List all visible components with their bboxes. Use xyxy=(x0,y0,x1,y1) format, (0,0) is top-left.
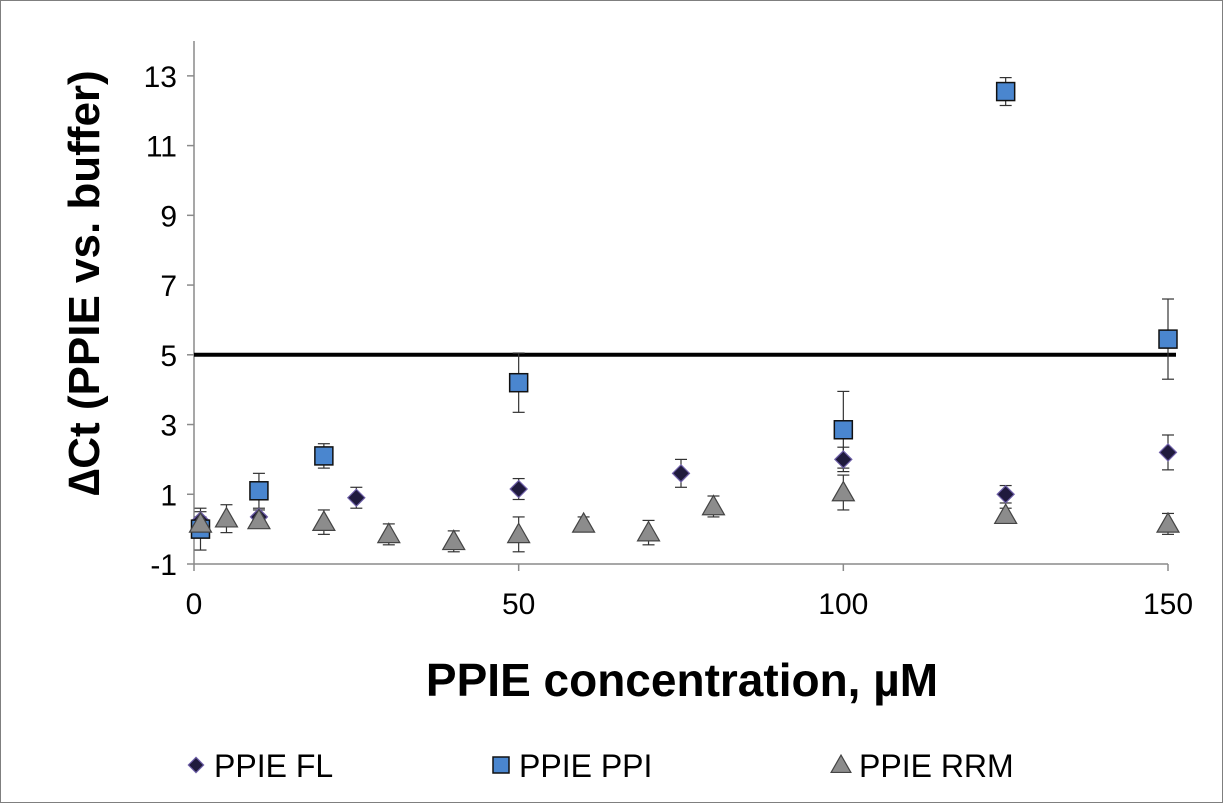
legend-marker-ppie-rrm xyxy=(830,753,852,774)
y-tick-label: 9 xyxy=(160,200,177,233)
y-tick-label: 11 xyxy=(146,131,177,164)
data-point-ppie-ppi xyxy=(314,446,334,466)
data-point-ppie-rrm xyxy=(831,480,856,502)
data-point-ppie-rrm xyxy=(188,511,213,533)
x-tick-label: 0 xyxy=(186,588,203,621)
legend-marker-ppie-ppi xyxy=(492,756,510,774)
y-tick-label: 7 xyxy=(160,270,177,303)
legend-label-ppie-rrm: PPIE RRM xyxy=(859,748,1014,784)
data-point-ppie-rrm xyxy=(376,522,401,544)
legend-label-ppie-fl: PPIE FL xyxy=(214,748,333,784)
y-tick-label: 13 xyxy=(144,61,177,94)
data-point-ppie-ppi xyxy=(249,481,269,501)
data-point-ppie-fl xyxy=(671,463,691,483)
legend-item-ppie-fl: PPIE FL xyxy=(187,748,333,784)
data-point-ppie-fl xyxy=(346,488,366,508)
legend-label-ppie-ppi: PPIE PPI xyxy=(519,748,652,784)
y-axis-title: ∆Ct (PPIE vs. buffer) xyxy=(60,70,109,495)
data-point-ppie-ppi xyxy=(833,420,854,440)
y-tick-label: 1 xyxy=(160,479,177,512)
data-point-ppie-rrm xyxy=(246,508,271,530)
data-point-ppie-ppi xyxy=(1158,329,1178,349)
data-point-ppie-ppi xyxy=(995,81,1016,102)
data-point-ppie-rrm xyxy=(993,502,1018,525)
data-point-ppie-rrm xyxy=(441,529,466,551)
legend: PPIE FL PPIE PPI PPIE RRM xyxy=(187,748,1014,784)
legend-item-ppie-ppi: PPIE PPI xyxy=(492,748,652,784)
data-point-ppie-rrm xyxy=(1155,511,1181,533)
data-point-ppie-rrm xyxy=(571,511,596,533)
x-tick-label: 50 xyxy=(502,588,535,621)
data-point-ppie-rrm xyxy=(636,520,661,542)
legend-item-ppie-rrm: PPIE RRM xyxy=(830,748,1014,784)
y-tick-label: 5 xyxy=(160,340,177,373)
data-point-ppie-rrm xyxy=(701,494,726,516)
data-markers xyxy=(188,81,1181,551)
x-tick-label: 150 xyxy=(1143,588,1193,621)
data-point-ppie-rrm xyxy=(214,506,239,528)
data-point-ppie-ppi xyxy=(508,372,529,393)
data-point-ppie-fl xyxy=(833,450,853,469)
x-tick-label: 100 xyxy=(818,588,868,621)
x-axis-title: PPIE concentration, µM xyxy=(426,654,938,706)
data-point-ppie-rrm xyxy=(311,509,336,532)
y-tick-label: 3 xyxy=(160,410,177,443)
data-point-ppie-fl xyxy=(1158,443,1178,462)
error-bars xyxy=(194,77,1174,553)
data-point-ppie-fl xyxy=(509,479,529,499)
data-point-ppie-fl xyxy=(996,484,1016,504)
legend-marker-ppie-fl xyxy=(187,756,205,774)
data-point-ppie-rrm xyxy=(506,522,531,544)
y-tick-label: -1 xyxy=(150,549,177,582)
